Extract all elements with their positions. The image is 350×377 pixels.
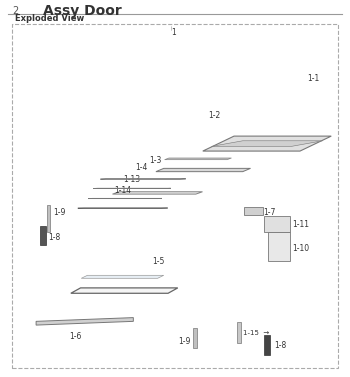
Text: 1-1: 1-1	[307, 74, 319, 83]
Text: 1-4: 1-4	[135, 163, 147, 172]
Text: Assy Door: Assy Door	[43, 4, 122, 18]
Text: 1-3: 1-3	[149, 156, 161, 165]
Text: 1-6: 1-6	[69, 332, 82, 341]
Text: 1-7: 1-7	[264, 208, 276, 216]
Polygon shape	[71, 288, 178, 293]
Text: 1-5: 1-5	[153, 257, 165, 266]
Text: 1-2: 1-2	[208, 111, 220, 120]
Text: 1-10: 1-10	[292, 244, 309, 253]
Text: 1-11: 1-11	[292, 219, 309, 228]
Polygon shape	[112, 192, 203, 194]
Bar	[244, 207, 262, 215]
Text: 1-13: 1-13	[123, 175, 140, 184]
Polygon shape	[211, 141, 323, 146]
Bar	[237, 322, 241, 343]
Bar	[264, 335, 270, 355]
Text: 1-9: 1-9	[53, 208, 65, 217]
Text: 1-8: 1-8	[275, 341, 287, 350]
Text: 1-15  →: 1-15 →	[243, 329, 270, 336]
Text: 1-9: 1-9	[178, 337, 191, 346]
Bar	[193, 328, 197, 348]
Bar	[40, 225, 46, 245]
Text: 1: 1	[172, 28, 176, 37]
Polygon shape	[36, 317, 133, 325]
Polygon shape	[164, 158, 231, 160]
Bar	[268, 233, 290, 261]
Text: 1-14: 1-14	[114, 186, 131, 195]
Bar	[47, 205, 50, 231]
Polygon shape	[156, 169, 251, 172]
Text: 1-8: 1-8	[48, 233, 61, 242]
Polygon shape	[203, 136, 331, 151]
Polygon shape	[81, 275, 164, 278]
Text: 2: 2	[12, 6, 19, 16]
Text: Exploded View: Exploded View	[15, 14, 85, 23]
Bar	[264, 216, 290, 233]
